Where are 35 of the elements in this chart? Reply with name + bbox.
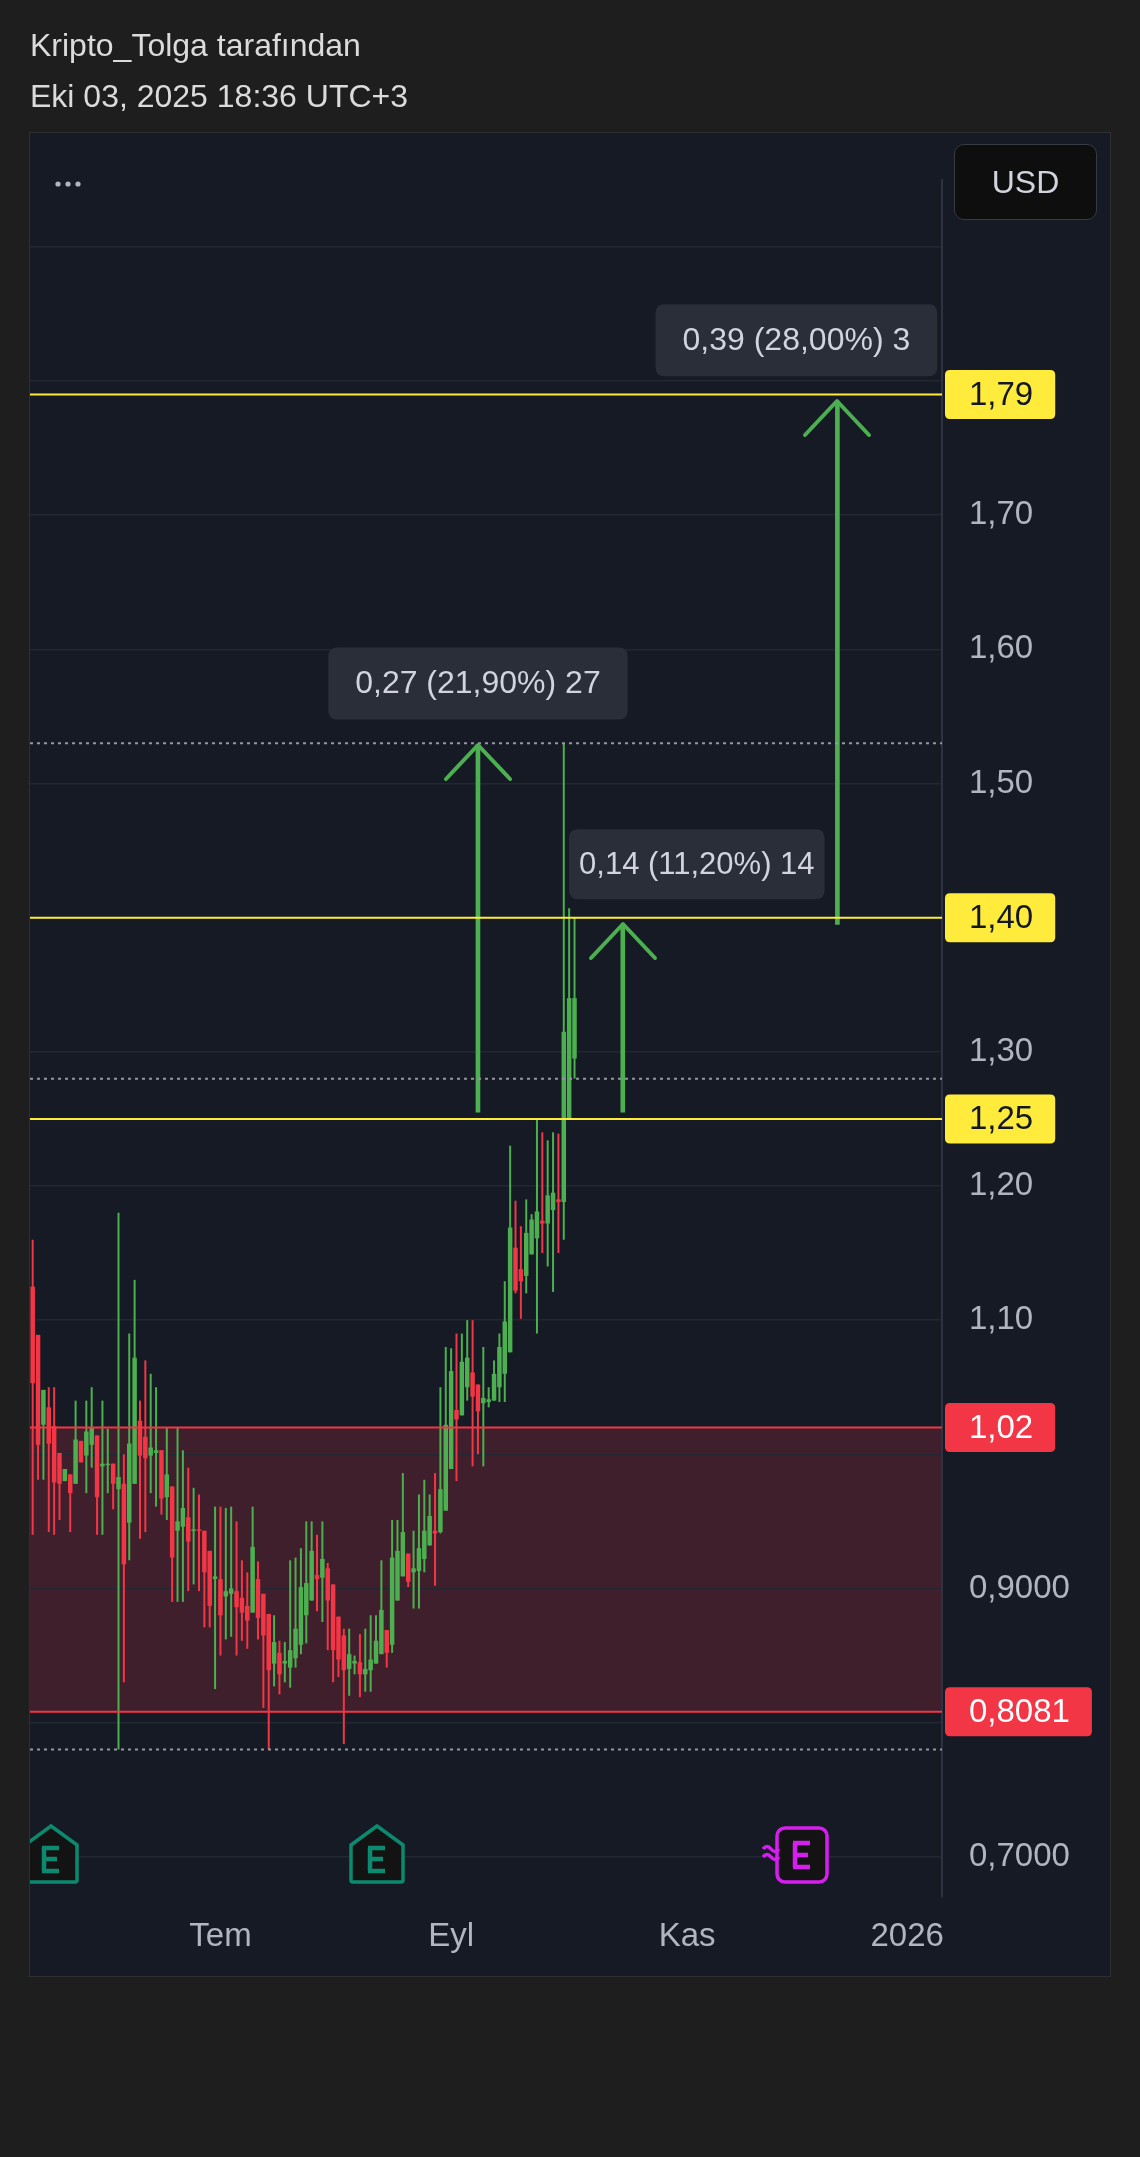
y-tick-label: 1,20 bbox=[969, 1165, 1034, 1203]
ref-line-label: 1,79 bbox=[969, 374, 1034, 412]
candlestick bbox=[196, 1493, 202, 1593]
y-tick-label: 1,10 bbox=[969, 1299, 1034, 1337]
y-tick-label: 1,70 bbox=[969, 494, 1034, 532]
y-axis-title: USD bbox=[954, 144, 1097, 220]
candlestick bbox=[282, 1641, 288, 1684]
candlestick bbox=[320, 1520, 325, 1623]
bar bbox=[620, 924, 626, 1113]
candlestick bbox=[277, 1639, 282, 1696]
x-tick-label: Eyl bbox=[428, 1915, 475, 1953]
annotation: 0,39 (28,00%) 3 bbox=[682, 320, 911, 357]
candlestick bbox=[556, 1132, 561, 1255]
ref-line-label: 1,02 bbox=[969, 1407, 1034, 1445]
annotation: 0,14 (11,20%) 14 bbox=[579, 845, 815, 881]
y-tick-label: 1,60 bbox=[969, 628, 1034, 666]
ref-line-label: 1,25 bbox=[969, 1098, 1034, 1136]
ref-line-label: 1,40 bbox=[969, 897, 1034, 935]
x-tick-label: Tem bbox=[189, 1915, 252, 1953]
annotation: 0,27 (21,90%) 27 bbox=[355, 664, 601, 701]
x-tick-label: Kas bbox=[658, 1915, 716, 1953]
y-tick-label: 0,9000 bbox=[969, 1567, 1070, 1605]
candlestick bbox=[212, 1505, 218, 1691]
candlestick bbox=[271, 1614, 277, 1688]
chart-subtitle: Eki 03, 2025 18:36 UTC+3 bbox=[30, 77, 409, 116]
x-tick-label: 2026 bbox=[870, 1915, 944, 1953]
candlestick bbox=[228, 1505, 234, 1638]
ref-line-label: 0,8081 bbox=[969, 1691, 1070, 1729]
y-tick-label: 1,50 bbox=[969, 762, 1034, 800]
y-tick-label: 1,30 bbox=[969, 1030, 1034, 1068]
chart-title: Kripto_Tolga tarafından bbox=[30, 26, 361, 65]
candlestick bbox=[540, 1131, 545, 1255]
candlestick bbox=[191, 1486, 196, 1586]
y-tick-label: 0,7000 bbox=[969, 1835, 1070, 1873]
candlestick bbox=[116, 1211, 121, 1751]
